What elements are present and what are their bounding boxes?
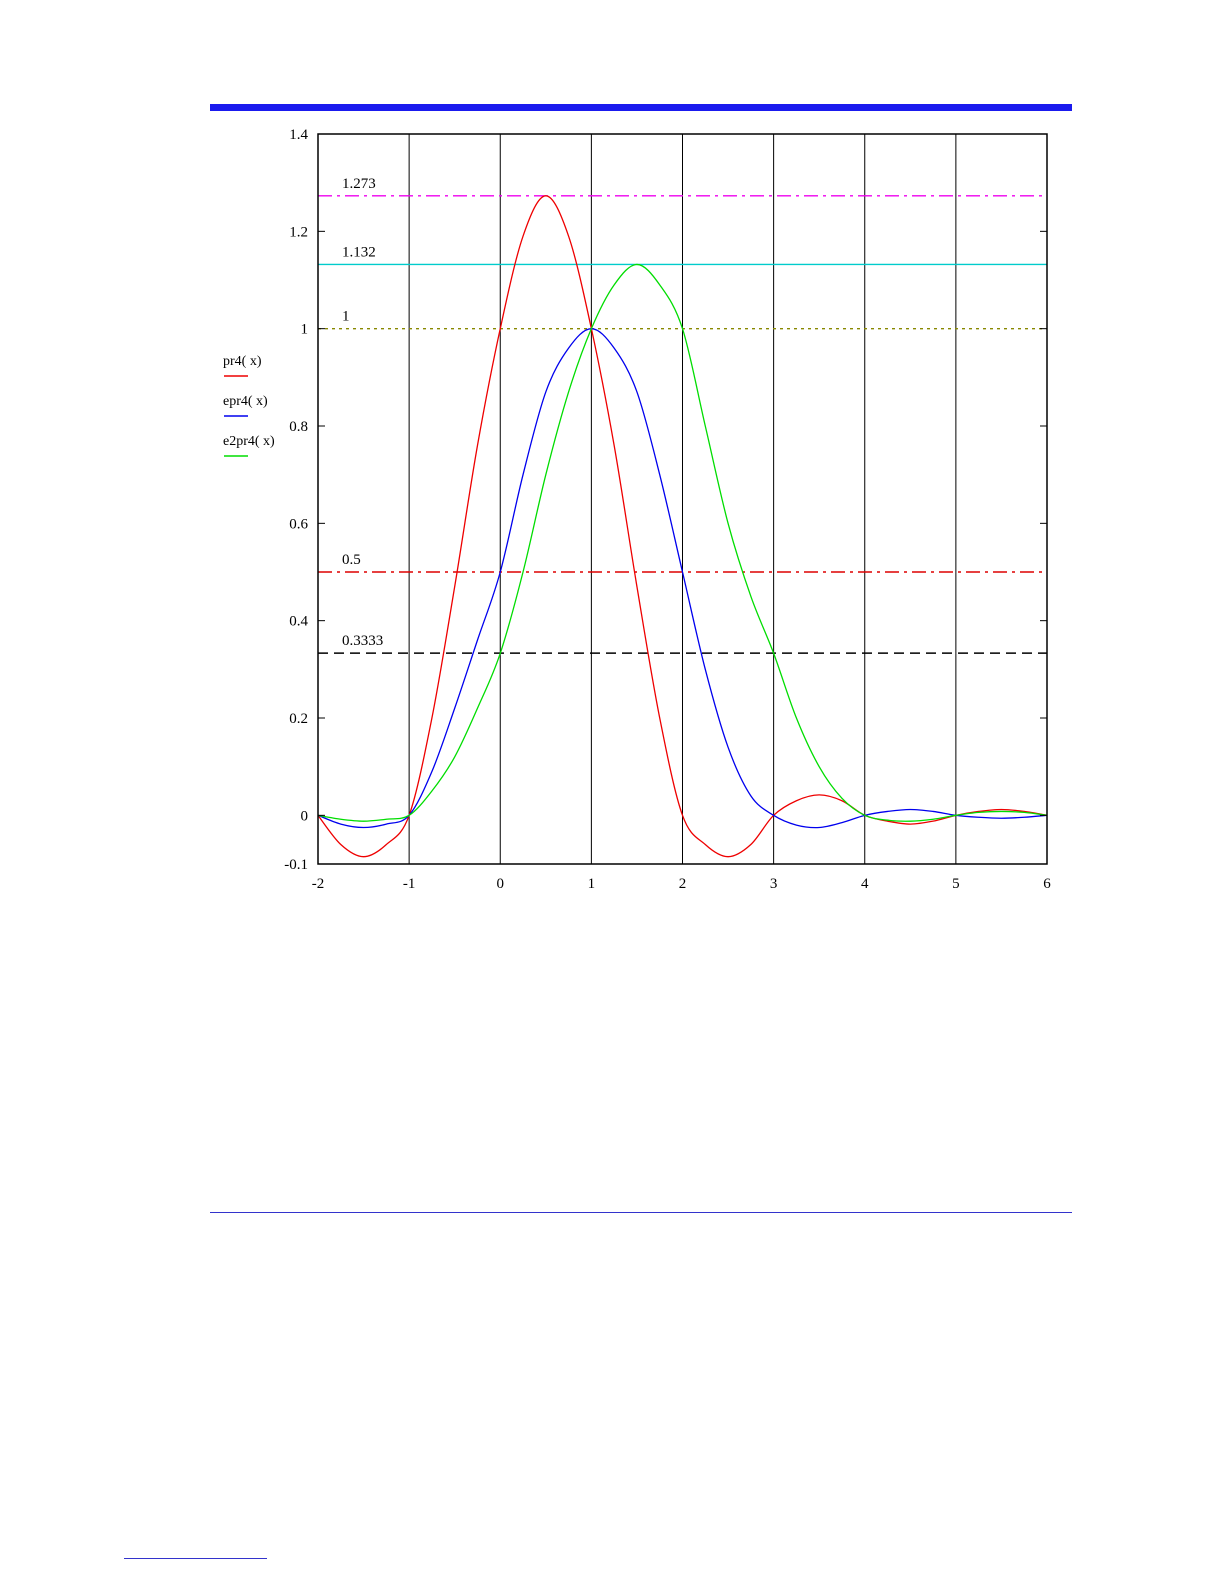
- grid-lines: [408, 134, 957, 864]
- y-tick-label: 0.6: [289, 516, 308, 532]
- x-tick-label: 0: [497, 876, 505, 892]
- y-tick-label: 1: [301, 322, 309, 338]
- series-line: [317, 263, 1048, 822]
- legend-label: pr4( x): [223, 354, 262, 369]
- series-line: [317, 328, 1048, 829]
- top-rule: [210, 104, 1072, 111]
- y-tick-label: 0: [301, 808, 309, 824]
- x-tick-label: -1: [403, 876, 416, 892]
- y-tick-label: 1.4: [289, 127, 308, 143]
- x-tick-label: 6: [1043, 876, 1051, 892]
- legend-label: epr4( x): [223, 394, 268, 409]
- legend-label: e2pr4( x): [223, 434, 275, 449]
- reference-line-label: 1: [342, 309, 350, 325]
- x-tick-label: -2: [312, 876, 325, 892]
- bottom-rule: [210, 1212, 1072, 1213]
- reference-line-label: 1.273: [342, 176, 376, 192]
- y-tick-label: -0.1: [284, 857, 308, 873]
- x-tick-label: 4: [861, 876, 869, 892]
- reference-line-label: 0.3333: [342, 633, 383, 649]
- series-line: [317, 195, 1048, 858]
- line-chart: 1.273 1.132 1 0.5 0.3333 1.4 1.2 1 0.8 0.6 0.4 0.2…: [223, 127, 1052, 892]
- x-axis-ticks: -2 -1 0 1 2 3 4 5 6: [312, 876, 1052, 892]
- y-tick-label: 0.8: [289, 419, 308, 435]
- y-axis-ticks: 1.4 1.2 1 0.8 0.6 0.4 0.2 0 -0.1: [284, 127, 1047, 873]
- reference-line-label: 0.5: [342, 552, 361, 568]
- y-tick-label: 0.2: [289, 711, 308, 727]
- y-tick-label: 1.2: [289, 224, 308, 240]
- x-tick-label: 5: [952, 876, 960, 892]
- legend: pr4( x) epr4( x) e2pr4( x): [223, 354, 275, 457]
- series-lines: [317, 195, 1048, 858]
- x-tick-label: 1: [588, 876, 596, 892]
- x-tick-label: 3: [770, 876, 778, 892]
- y-tick-label: 0.4: [289, 614, 308, 630]
- plot-frame: [317, 133, 1048, 865]
- reference-line-label: 1.132: [342, 244, 376, 260]
- x-tick-label: 2: [679, 876, 687, 892]
- footnote-rule: [124, 1558, 267, 1559]
